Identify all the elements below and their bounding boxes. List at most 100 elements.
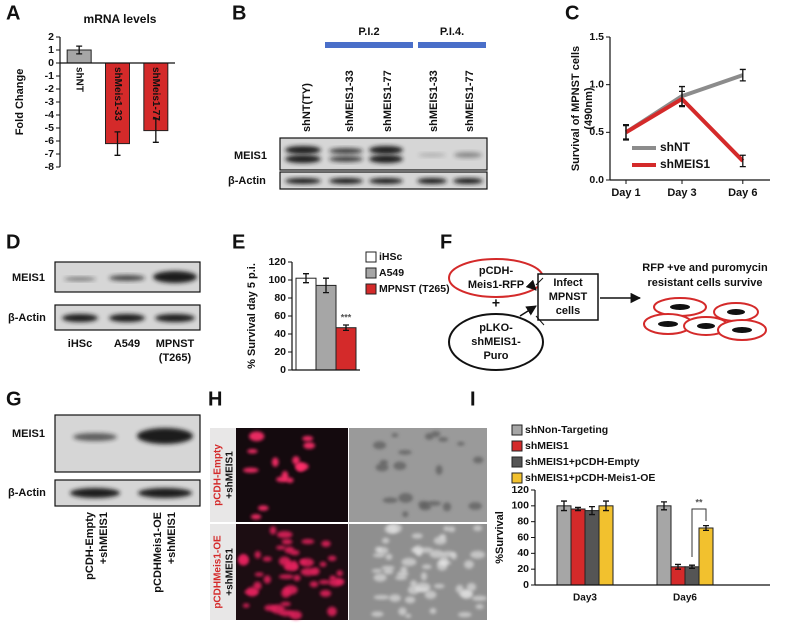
group-label: P.I.2 bbox=[358, 26, 379, 38]
cell bbox=[319, 561, 327, 567]
bar bbox=[556, 505, 572, 586]
cell bbox=[424, 433, 434, 440]
legend-label: shMEIS1+pCDH-Meis1-OE bbox=[525, 472, 655, 484]
image-label: +shMEIS1 bbox=[225, 548, 236, 596]
arrow bbox=[535, 277, 544, 286]
arrow bbox=[535, 315, 545, 326]
panel-letter: B bbox=[232, 2, 246, 24]
outcome-label: RFP +ve and puromycin bbox=[642, 262, 768, 274]
cell bbox=[438, 437, 449, 442]
cell bbox=[473, 525, 483, 532]
x-tick-label: Day 6 bbox=[728, 187, 757, 199]
cell bbox=[246, 586, 259, 597]
row-label: β-Actin bbox=[8, 312, 46, 324]
y-tick-label: 120 bbox=[511, 484, 529, 496]
cell bbox=[303, 442, 316, 450]
error-bar bbox=[589, 505, 595, 516]
row-label: MEIS1 bbox=[12, 428, 45, 440]
cell bbox=[281, 538, 293, 545]
lane-label: shMEIS1-77 bbox=[382, 70, 394, 132]
cell bbox=[262, 556, 272, 562]
cell bbox=[301, 539, 315, 545]
lane-label: shMEIS1-33 bbox=[344, 70, 356, 132]
bar bbox=[598, 505, 614, 586]
panel-letter: E bbox=[232, 231, 245, 253]
error-bar bbox=[303, 273, 309, 284]
cell bbox=[385, 553, 393, 561]
cell bbox=[393, 461, 407, 471]
cell bbox=[271, 457, 279, 467]
y-tick-label: 20 bbox=[274, 346, 286, 358]
cell bbox=[289, 610, 302, 620]
cell bbox=[382, 497, 398, 504]
bar bbox=[584, 510, 600, 586]
panel-letter: F bbox=[440, 231, 452, 253]
node-label: pLKO- bbox=[479, 322, 513, 334]
legend-label: iHSc bbox=[379, 251, 403, 263]
annotation: ** bbox=[695, 497, 703, 507]
cell bbox=[404, 596, 416, 604]
cell bbox=[280, 601, 291, 607]
cell bbox=[247, 448, 258, 454]
cell bbox=[458, 612, 472, 618]
y-tick-label: -7 bbox=[45, 148, 54, 160]
y-tick-label: 120 bbox=[268, 256, 286, 268]
phase-image bbox=[349, 524, 487, 620]
cell bbox=[384, 524, 398, 534]
arrow bbox=[525, 279, 537, 291]
cell bbox=[373, 573, 387, 582]
panel-letter: G bbox=[6, 388, 22, 410]
cell bbox=[410, 547, 420, 553]
cell bbox=[401, 557, 417, 567]
y-tick-label: 1 bbox=[48, 44, 54, 56]
annotation: *** bbox=[341, 312, 352, 322]
x-tick-label: Day 1 bbox=[611, 187, 640, 199]
legend-label: shNT bbox=[660, 140, 691, 154]
band bbox=[453, 178, 483, 184]
cell bbox=[398, 493, 413, 503]
cell bbox=[400, 566, 408, 574]
group-bar bbox=[418, 42, 486, 48]
legend-label: shNon-Targeting bbox=[525, 424, 608, 436]
band bbox=[369, 146, 403, 154]
error-bar bbox=[323, 277, 329, 294]
band bbox=[64, 277, 96, 281]
legend-label: shMEIS1+pCDH-Empty bbox=[525, 456, 640, 468]
cell bbox=[475, 604, 484, 610]
band bbox=[454, 152, 482, 158]
panel-letter: I bbox=[470, 388, 476, 410]
lane-label: MPNST bbox=[156, 338, 195, 350]
y-tick-label: 80 bbox=[517, 515, 529, 527]
legend-swatch bbox=[365, 251, 377, 263]
cell bbox=[391, 433, 399, 438]
node-label: cells bbox=[556, 305, 580, 317]
cell bbox=[429, 607, 437, 615]
cell bbox=[290, 549, 300, 556]
error-bar bbox=[679, 90, 685, 108]
band bbox=[329, 178, 363, 184]
y-tick-label: 0 bbox=[48, 57, 54, 69]
cell bbox=[254, 550, 261, 559]
node-label: Infect bbox=[553, 277, 583, 289]
bar bbox=[335, 327, 357, 371]
cell bbox=[318, 579, 331, 585]
cell bbox=[421, 564, 432, 570]
cell bbox=[375, 463, 389, 472]
cell bbox=[327, 555, 337, 562]
band bbox=[155, 314, 195, 322]
bar bbox=[295, 277, 317, 371]
cell bbox=[311, 567, 320, 576]
cell bbox=[373, 441, 387, 450]
error-bar bbox=[739, 68, 746, 82]
bar bbox=[105, 62, 130, 145]
cell bbox=[443, 526, 450, 532]
cell bbox=[456, 441, 465, 446]
lane-label: shMEIS1-33 bbox=[428, 70, 440, 132]
lane-label: pCDHMeis1-OE bbox=[152, 512, 164, 593]
x-tick-label: Day 3 bbox=[667, 187, 696, 199]
y-tick-label: 0 bbox=[280, 364, 286, 376]
lane-label: (T265) bbox=[159, 352, 192, 364]
cell bbox=[276, 530, 293, 539]
bar bbox=[656, 505, 672, 586]
